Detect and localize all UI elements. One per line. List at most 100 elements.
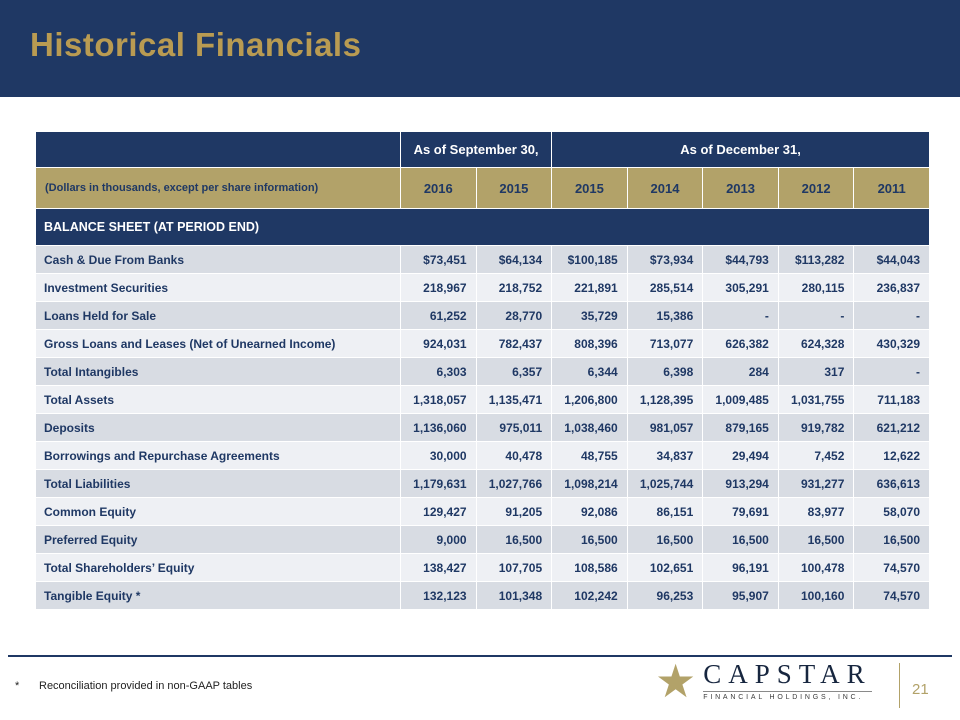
- row-value: 913,294: [702, 469, 779, 498]
- row-value: 1,038,460: [551, 413, 628, 442]
- row-value: 86,151: [626, 497, 704, 526]
- row-value: 15,386: [626, 301, 704, 330]
- group-header-row: As of September 30, As of December 31,: [35, 131, 930, 168]
- group-header-december: As of December 31,: [551, 131, 930, 168]
- row-label: Total Shareholders’ Equity: [35, 553, 401, 582]
- row-value: 280,115: [777, 273, 855, 302]
- table-row: Investment Securities 218,967 218,752 221,8…: [35, 273, 930, 302]
- table-row: Preferred Equity 9,000 16,500 16,500 16,500 1…: [35, 525, 930, 554]
- row-value: 1,136,060: [400, 413, 477, 442]
- row-value: 132,123: [400, 581, 477, 610]
- row-value: 218,752: [475, 273, 553, 302]
- row-label: Borrowings and Repurchase Agreements: [35, 441, 401, 470]
- row-value: 58,070: [853, 497, 930, 526]
- row-value: 1,027,766: [475, 469, 553, 498]
- row-value: 16,500: [702, 525, 779, 554]
- row-value: 284: [702, 357, 779, 386]
- row-value: 1,135,471: [475, 385, 553, 414]
- row-value: 931,277: [777, 469, 855, 498]
- page-number-divider: [899, 663, 900, 708]
- star-icon: ★: [655, 655, 697, 707]
- row-value: 1,031,755: [777, 385, 855, 414]
- row-label: Gross Loans and Leases (Net of Unearned …: [35, 329, 401, 358]
- row-value: $64,134: [475, 245, 553, 274]
- row-label: Total Liabilities: [35, 469, 401, 498]
- year-header-row: (Dollars in thousands, except per share …: [35, 167, 930, 209]
- row-value: 61,252: [400, 301, 477, 330]
- row-value: 16,500: [551, 525, 628, 554]
- row-value: 79,691: [702, 497, 779, 526]
- balance-sheet-table: As of September 30, As of December 31, (…: [35, 131, 930, 610]
- footnote-marker: *: [15, 680, 20, 692]
- table-row: Cash & Due From Banks $73,451 $64,134 $100,…: [35, 245, 930, 274]
- row-value: 101,348: [475, 581, 553, 610]
- year-header: 2011: [853, 167, 930, 209]
- row-value: 879,165: [702, 413, 779, 442]
- balance-sheet-body: Cash & Due From Banks $73,451 $64,134 $100,…: [35, 245, 930, 610]
- corner-cell: [35, 131, 401, 168]
- row-value: 92,086: [551, 497, 628, 526]
- section-header: BALANCE SHEET (AT PERIOD END): [35, 208, 930, 246]
- row-value: 924,031: [400, 329, 477, 358]
- row-label: Common Equity: [35, 497, 401, 526]
- logo-subtitle: FINANCIAL HOLDINGS, INC.: [703, 691, 872, 701]
- table-row: Tangible Equity * 132,123 101,348 102,242 96…: [35, 581, 930, 610]
- capstar-logo: ★ CAPSTAR FINANCIAL HOLDINGS, INC.: [655, 657, 872, 705]
- row-value: 975,011: [475, 413, 553, 442]
- row-value: 9,000: [400, 525, 477, 554]
- table-row: Borrowings and Repurchase Agreements 30,0…: [35, 441, 930, 470]
- title-band: Historical Financials: [0, 0, 960, 97]
- row-value: 100,160: [777, 581, 855, 610]
- row-label: Cash & Due From Banks: [35, 245, 401, 274]
- row-value: 16,500: [853, 525, 930, 554]
- row-value: 317: [777, 357, 855, 386]
- year-header: 2015: [551, 167, 628, 209]
- row-value: 35,729: [551, 301, 628, 330]
- page-number: 21: [912, 681, 929, 698]
- row-value: 138,427: [400, 553, 477, 582]
- row-label: Total Intangibles: [35, 357, 401, 386]
- table-row: Gross Loans and Leases (Net of Unearned …: [35, 329, 930, 358]
- row-value: 808,396: [551, 329, 628, 358]
- row-value: 96,191: [702, 553, 779, 582]
- row-value: 621,212: [853, 413, 930, 442]
- row-value: 981,057: [626, 413, 704, 442]
- row-value: 636,613: [853, 469, 930, 498]
- row-value: 713,077: [626, 329, 704, 358]
- row-value: 102,242: [551, 581, 628, 610]
- row-value: 624,328: [777, 329, 855, 358]
- row-value: $73,451: [400, 245, 477, 274]
- row-value: 74,570: [853, 553, 930, 582]
- year-header: 2014: [626, 167, 704, 209]
- row-value: 1,098,214: [551, 469, 628, 498]
- row-value: $113,282: [777, 245, 855, 274]
- row-value: 6,357: [475, 357, 553, 386]
- row-value: 96,253: [626, 581, 704, 610]
- row-value: -: [853, 357, 930, 386]
- footnote-text: Reconciliation provided in non-GAAP tabl…: [39, 680, 253, 692]
- table-row: Total Shareholders’ Equity 138,427 107,705…: [35, 553, 930, 582]
- table-row: Loans Held for Sale 61,252 28,770 35,729 15,…: [35, 301, 930, 330]
- row-value: 108,586: [551, 553, 628, 582]
- year-header: 2015: [475, 167, 553, 209]
- row-value: 129,427: [400, 497, 477, 526]
- row-value: -: [702, 301, 779, 330]
- row-value: 6,303: [400, 357, 477, 386]
- row-value: $44,793: [702, 245, 779, 274]
- table-row: Total Assets 1,318,057 1,135,471 1,206,800 1…: [35, 385, 930, 414]
- row-value: 305,291: [702, 273, 779, 302]
- page-title: Historical Financials: [30, 26, 362, 63]
- row-value: 1,025,744: [626, 469, 704, 498]
- row-label: Total Assets: [35, 385, 401, 414]
- row-value: $44,043: [853, 245, 930, 274]
- row-value: $73,934: [626, 245, 704, 274]
- group-header-september: As of September 30,: [399, 131, 553, 168]
- row-value: 221,891: [551, 273, 628, 302]
- row-value: 34,837: [626, 441, 704, 470]
- table-row: Total Intangibles 6,303 6,357 6,344 6,398 284…: [35, 357, 930, 386]
- units-label: (Dollars in thousands, except per share …: [35, 167, 401, 209]
- row-value: 218,967: [400, 273, 477, 302]
- row-value: 40,478: [475, 441, 553, 470]
- row-value: 782,437: [475, 329, 553, 358]
